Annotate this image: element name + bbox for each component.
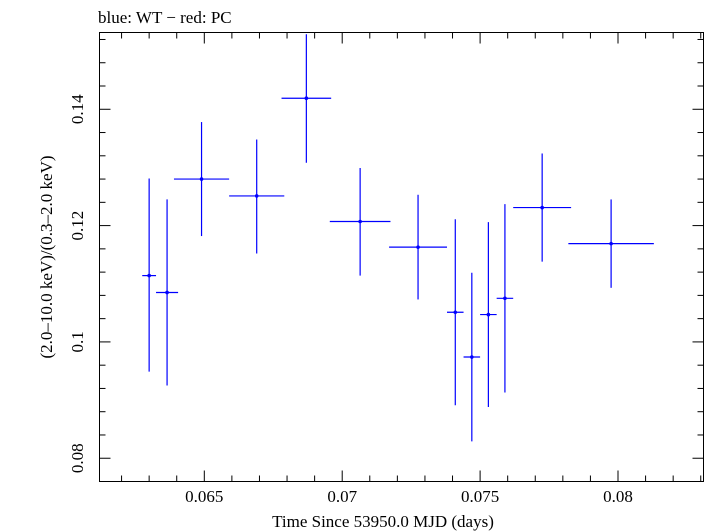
data-point (447, 219, 464, 406)
data-marker (165, 290, 169, 295)
data-point (480, 222, 497, 408)
data-marker (486, 312, 491, 317)
y-tick-label: 0.12 (68, 211, 87, 241)
data-point (568, 199, 654, 288)
x-tick-label: 0.07 (327, 487, 357, 506)
data-point (389, 194, 448, 300)
data-point (173, 122, 230, 237)
data-marker (147, 273, 151, 278)
data-point (496, 204, 514, 393)
data-marker (254, 194, 259, 198)
x-tick-label: 0.08 (603, 487, 633, 506)
axis-tick-labels: 0.065 0.07 0.075 0.08 0.08 0.1 0.12 0.14 (68, 94, 633, 506)
data-marker (304, 96, 309, 101)
data-marker (453, 310, 458, 315)
data-point (281, 34, 332, 163)
x-tick-label: 0.065 (185, 487, 223, 506)
data-marker (540, 205, 544, 210)
data-point (513, 153, 572, 262)
x-axis-label: Time Since 53950.0 MJD (days) (272, 512, 494, 531)
data-point (463, 272, 481, 442)
chart-title: blue: WT − red: PC (98, 8, 232, 27)
x-tick-label: 0.075 (461, 487, 499, 506)
data-point (229, 139, 285, 254)
y-tick-label: 0.08 (68, 443, 87, 473)
data-point (329, 168, 391, 276)
data-point (156, 199, 179, 386)
y-axis-label: (2.0–10.0 keV)/(0.3–2.0 keV) (37, 155, 56, 358)
data-marker (609, 241, 613, 246)
data-marker (358, 219, 362, 224)
data-marker (503, 296, 507, 301)
plot-frame (99, 32, 704, 482)
data-series-wt (142, 34, 654, 442)
y-tick-label: 0.14 (68, 94, 87, 124)
data-marker (416, 245, 420, 249)
axis-ticks (99, 32, 704, 482)
data-point (142, 178, 157, 372)
data-marker (199, 177, 204, 181)
y-tick-label: 0.1 (68, 331, 87, 352)
data-marker (470, 355, 474, 359)
